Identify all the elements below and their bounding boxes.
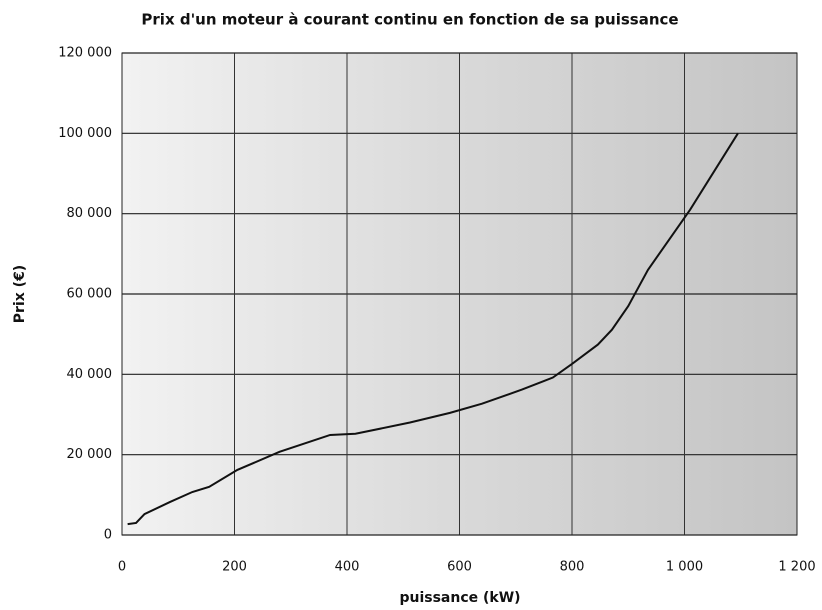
y-tick-label: 120 000 <box>58 46 112 61</box>
y-tick-label: 80 000 <box>67 206 113 221</box>
x-tick-label: 800 <box>560 560 585 575</box>
plot-border <box>121 52 798 536</box>
y-tick-label: 20 000 <box>67 447 113 462</box>
y-tick-label: 0 <box>104 528 112 543</box>
y-tick-label: 40 000 <box>67 367 113 382</box>
x-tick-label: 400 <box>335 560 360 575</box>
x-tick-label: 600 <box>447 560 472 575</box>
x-tick-label: 1 000 <box>666 560 703 575</box>
y-tick-label: 60 000 <box>67 287 113 302</box>
x-tick-label: 200 <box>222 560 247 575</box>
y-tick-label: 100 000 <box>58 126 112 141</box>
x-tick-label: 1 200 <box>778 560 815 575</box>
x-tick-label: 0 <box>118 560 126 575</box>
y-axis-label: Prix (€) <box>12 265 28 323</box>
chart-title: Prix d'un moteur à courant continu en fo… <box>141 11 678 29</box>
x-axis-label: puissance (kW) <box>399 590 520 606</box>
data-line <box>127 132 739 526</box>
